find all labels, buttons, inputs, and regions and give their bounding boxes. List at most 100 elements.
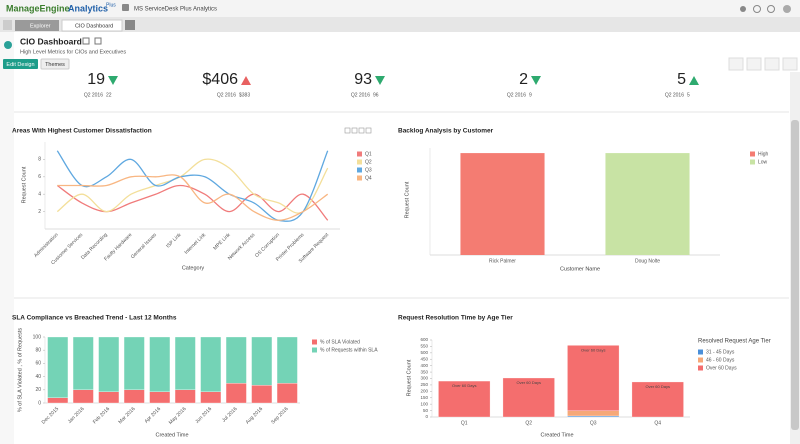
legend-label: Q2	[365, 159, 372, 165]
y-axis-title: % of SLA Violated , % of Requests	[17, 328, 23, 413]
legend-label: Low	[758, 159, 768, 165]
export-button[interactable]	[728, 57, 744, 71]
bar-segment	[251, 385, 273, 404]
add-tab[interactable]	[125, 20, 135, 30]
segment-label: Over 60 Days	[646, 384, 670, 389]
y-tick-label: 8	[38, 157, 41, 163]
chart-tool-icon	[351, 127, 358, 134]
bar-segment	[72, 389, 94, 404]
legend-swatch	[698, 365, 703, 371]
line-series	[56, 150, 329, 222]
bar-segment	[251, 336, 273, 386]
y-tick-label: 0	[38, 400, 41, 406]
refresh-icon[interactable]	[82, 37, 90, 45]
legend-label: Q3	[365, 167, 372, 173]
kpi-value: 19	[87, 71, 105, 88]
y-tick-label: 500	[420, 350, 428, 355]
y-tick-label: 400	[420, 363, 428, 368]
legend-swatch	[312, 339, 317, 345]
legend-swatch	[357, 159, 362, 165]
y-tick-label: 40	[35, 374, 41, 380]
legend-swatch	[750, 159, 755, 165]
y-tick-label: 250	[420, 382, 428, 387]
edit-design-button[interactable]	[3, 59, 38, 69]
email-button[interactable]	[746, 57, 762, 71]
legend-label: Q4	[365, 175, 372, 181]
x-tick-label: May 2016	[168, 406, 188, 426]
y-tick-label: 80	[35, 348, 41, 354]
y-tick-label: 2	[38, 209, 41, 215]
x-tick-label: OS Corruption	[254, 232, 281, 259]
info-icon[interactable]	[94, 37, 102, 45]
tab-explorer[interactable]	[15, 20, 59, 31]
x-axis-title: Created Time	[540, 432, 573, 438]
scrollbar-thumb[interactable]	[791, 120, 799, 430]
share-button[interactable]	[764, 57, 780, 71]
kpi-previous: 96	[373, 92, 379, 98]
x-tick-label: Feb 2016	[92, 406, 111, 425]
bar-segment	[567, 345, 620, 411]
segment-label: Over 60 Days	[517, 380, 541, 385]
themes-button[interactable]	[40, 58, 70, 70]
settings-icon[interactable]	[753, 5, 761, 13]
legend-swatch	[698, 349, 703, 355]
kpi-trend-arrow	[531, 76, 541, 85]
bar-segment	[438, 380, 491, 418]
y-tick-label: 150	[420, 395, 428, 400]
legend-swatch	[357, 167, 362, 173]
legend-label: 31 - 45 Days	[706, 349, 735, 355]
x-tick-label: Aug 2016	[245, 406, 265, 426]
bar	[605, 153, 690, 255]
chart-tool-icon	[358, 127, 365, 134]
kpi-period: Q2 2016	[665, 92, 684, 98]
legend-label: 46 - 60 Days	[706, 357, 735, 363]
legend-label: Q1	[365, 151, 372, 157]
bar-segment	[98, 391, 120, 404]
x-tick-label: Jun 2016	[194, 406, 213, 425]
download-button[interactable]	[782, 57, 798, 71]
home-icon[interactable]	[122, 4, 129, 11]
chart-title: Backlog Analysis by Customer	[398, 128, 494, 135]
kpi-trend-arrow	[375, 76, 385, 85]
back-button[interactable]	[3, 20, 12, 30]
y-tick-label: 60	[35, 361, 41, 367]
chart-title: Areas With Highest Customer Dissatisfact…	[12, 128, 152, 135]
bar-segment	[174, 389, 196, 404]
y-tick-label: 450	[420, 356, 428, 361]
bar-segment	[225, 336, 247, 384]
tab-label: CIO Dashboard	[75, 23, 113, 29]
kpi-value: 93	[354, 71, 372, 88]
notification-icon[interactable]	[740, 6, 746, 12]
bar-segment	[200, 336, 222, 392]
kpi-trend-arrow	[241, 76, 251, 85]
workspace-selector[interactable]: MS ServiceDesk Plus Analytics	[134, 7, 217, 13]
dashboard-subtitle: High Level Metrics for CIOs and Executiv…	[20, 49, 126, 55]
y-tick-label: 50	[423, 408, 429, 413]
legend-swatch	[312, 347, 317, 353]
legend-title: Resolved Request Age Tier	[698, 339, 771, 345]
x-tick-label: Q1	[461, 420, 468, 426]
line-series	[57, 174, 329, 221]
legend-label: % of SLA Violated	[320, 339, 360, 345]
bar-segment	[631, 381, 684, 418]
x-axis-title: Customer Name	[560, 266, 600, 272]
y-tick-label: 300	[420, 376, 428, 381]
y-tick-label: 100	[33, 334, 42, 340]
top-bar	[0, 0, 800, 17]
legend-label: Over 60 Days	[706, 365, 737, 371]
user-avatar[interactable]	[783, 5, 791, 13]
line-series	[56, 158, 329, 214]
kpi-period: Q2 2016	[84, 92, 103, 98]
help-icon[interactable]	[767, 5, 775, 13]
x-tick-label: Dec 2015	[41, 406, 61, 426]
x-axis-title: Created Time	[155, 432, 188, 438]
y-tick-label: 350	[420, 369, 428, 374]
x-tick-label: Internet Link	[183, 232, 207, 256]
x-tick-label: Doug Nolte	[635, 258, 660, 264]
logo-edition: Plus	[106, 2, 116, 8]
tab-cio-dashboard[interactable]	[61, 19, 123, 32]
bar-segment	[149, 336, 171, 392]
bar-segment	[200, 391, 222, 404]
bar-segment	[98, 336, 120, 392]
